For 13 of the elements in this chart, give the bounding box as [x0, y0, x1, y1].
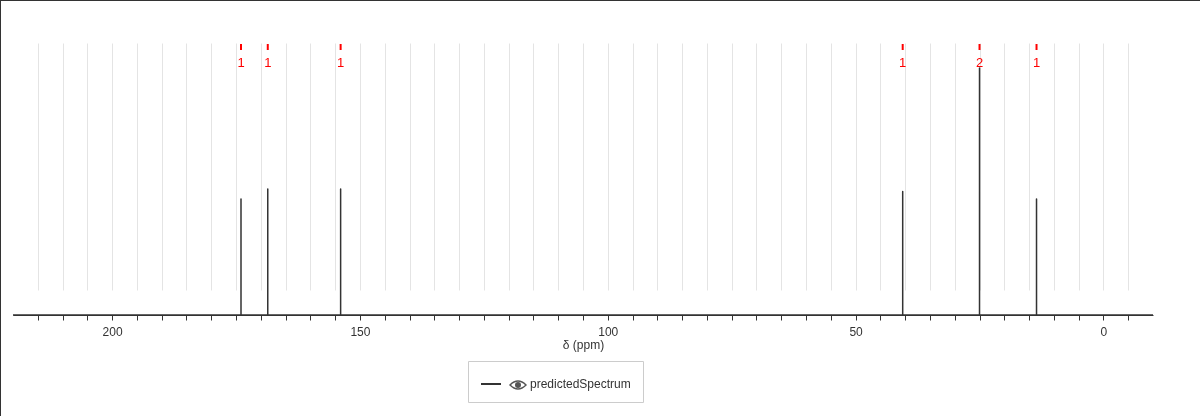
annotation: 1 [899, 55, 907, 70]
annotation: 2 [975, 55, 984, 70]
x-tick-label: 50 [849, 324, 864, 339]
annotation: 1 [264, 55, 272, 70]
annotation: 1 [237, 55, 245, 70]
annotation: 1 [1032, 55, 1041, 70]
x-axis-title: δ (ppm) [562, 337, 605, 352]
annotation: 1 [337, 55, 345, 70]
x-tick-label: 150 [350, 324, 371, 339]
text: predictedSpectrum [530, 377, 631, 391]
x-tick-label: 0 [1100, 324, 1108, 339]
x-tick-label: 100 [598, 324, 619, 339]
x-tick-label: 200 [102, 324, 123, 339]
